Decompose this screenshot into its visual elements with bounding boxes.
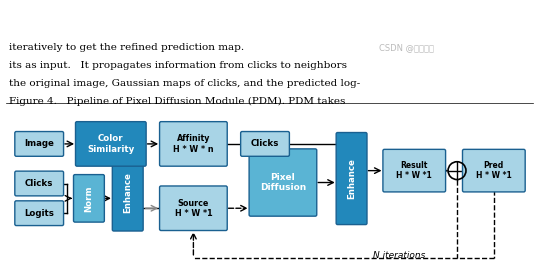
Text: Color
Similarity: Color Similarity [87,134,134,154]
FancyBboxPatch shape [15,201,64,225]
Text: Figure 4.   Pipeline of Pixel Diffusion Module (PDM). PDM takes: Figure 4. Pipeline of Pixel Diffusion Mo… [9,96,345,105]
FancyBboxPatch shape [112,154,143,231]
Text: Result
H * W *1: Result H * W *1 [396,161,432,180]
Text: Pixel
Diffusion: Pixel Diffusion [260,173,306,192]
FancyBboxPatch shape [15,171,64,196]
FancyBboxPatch shape [160,122,227,166]
Text: Clicks: Clicks [251,139,279,149]
Text: Norm: Norm [85,185,93,212]
Text: Enhance: Enhance [123,172,132,213]
Text: the original image, Gaussian maps of clicks, and the predicted log-: the original image, Gaussian maps of cli… [9,79,361,88]
FancyBboxPatch shape [73,175,105,222]
Text: Image: Image [24,139,54,149]
Text: Pred
H * W *1: Pred H * W *1 [476,161,512,180]
FancyBboxPatch shape [75,122,146,166]
Text: Affinity
H * W * n: Affinity H * W * n [173,134,213,154]
FancyBboxPatch shape [160,186,227,231]
FancyBboxPatch shape [383,149,446,192]
Text: CSDN @我是家家: CSDN @我是家家 [379,43,434,52]
FancyBboxPatch shape [462,149,525,192]
FancyBboxPatch shape [240,131,289,156]
Text: Clicks: Clicks [25,179,53,188]
Text: Enhance: Enhance [347,158,356,199]
FancyBboxPatch shape [336,133,367,225]
Text: Logits: Logits [24,209,54,218]
FancyBboxPatch shape [249,149,317,216]
Text: iteratively to get the refined prediction map.: iteratively to get the refined predictio… [9,43,245,52]
Text: its as input.   It propagates information from clicks to neighbors: its as input. It propagates information … [9,61,347,70]
Text: Source
H * W *1: Source H * W *1 [175,199,212,218]
FancyBboxPatch shape [15,131,64,156]
Text: N iterations: N iterations [373,251,425,260]
